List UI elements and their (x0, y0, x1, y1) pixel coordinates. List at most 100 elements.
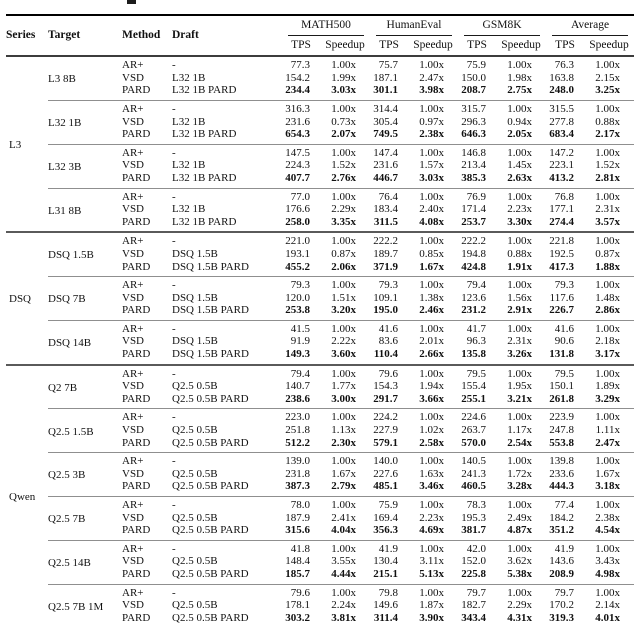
cell-tps: 381.7 (461, 524, 486, 537)
cell-speedup: 3.03x (419, 171, 444, 184)
cell-tps: 187.1 (373, 71, 398, 84)
cell-draft: - (172, 143, 282, 160)
cell-method: AR+ (122, 231, 172, 248)
cell-speedup: 3.00x (331, 392, 356, 405)
cell-speedup: 3.18x (595, 480, 621, 493)
cell-method: PARD (122, 84, 151, 97)
cell-speedup: 1.00x (331, 59, 356, 72)
cell-speedup: 4.98x (595, 567, 621, 580)
cmidrule (552, 33, 629, 36)
cell-speedup: 1.00x (584, 452, 635, 468)
cell-draft: Q2.5 0.5B (172, 467, 218, 480)
cell-draft: - (172, 99, 282, 116)
cell-method: VSD (122, 159, 145, 172)
cell-method: AR+ (122, 495, 172, 512)
cell-tps: 148.4 (285, 555, 310, 568)
cell-tps: 143.6 (549, 555, 575, 568)
metric-group-label: MATH500 (301, 19, 351, 31)
cell-tps: 149.6 (373, 599, 398, 612)
metric-group-label: Average (570, 19, 610, 31)
cell-tps: 75.9 (370, 495, 408, 512)
column-header-method: Method (122, 15, 172, 58)
cell-tps: 195.0 (373, 304, 398, 317)
cell-tps: 154.2 (285, 71, 310, 84)
cell-speedup: 2.66x (419, 348, 444, 361)
table-row: VSD Q2.5 0.5B 178.1 2.24x 149.6 1.87x 182.7 2.2… (6, 599, 634, 612)
cell-speedup: 1.00x (408, 276, 458, 292)
cell-speedup: 1.94x (419, 380, 444, 393)
cell-tps: 224.6 (458, 408, 496, 425)
cell-tps: 79.5 (546, 363, 585, 381)
table-row: DSQ 7B AR+ -79.3 1.00x 79.3 1.00x 79.4 1.00x 79.… (6, 276, 635, 321)
cell-speedup: 2.91x (507, 304, 533, 317)
cell-method: VSD (122, 511, 145, 524)
cell-method: AR+ (122, 143, 172, 160)
cell-speedup: 2.29x (507, 599, 533, 612)
cell-speedup: 1.00x (408, 99, 458, 116)
cell-tps: 319.3 (549, 611, 575, 624)
cell-tps: 343.4 (461, 611, 486, 624)
cell-speedup: 3.35x (331, 215, 356, 228)
cell-speedup: 1.67x (595, 467, 621, 480)
cell-tps: 150.0 (461, 71, 486, 84)
cell-tps: 182.7 (461, 599, 486, 612)
cell-method: VSD (122, 291, 145, 304)
cell-tps: 147.4 (370, 143, 408, 160)
cell-speedup: 4.01x (595, 611, 621, 624)
cell-method: VSD (122, 599, 145, 612)
cell-tps: 222.2 (370, 231, 408, 248)
cell-tps: 371.9 (373, 260, 398, 273)
cell-speedup: 0.87x (331, 247, 356, 260)
cell-speedup: 1.57x (419, 159, 444, 172)
cell-tps: 221.8 (546, 231, 585, 248)
cell-speedup: 3.11x (419, 555, 444, 568)
subheader-tps: TPS (282, 35, 320, 58)
table-row: VSD Q2.5 0.5B 251.8 1.13x 227.9 1.02x 263.7 1.1… (6, 424, 634, 437)
cell-tps: 178.1 (285, 599, 310, 612)
cell-speedup: 2.30x (331, 436, 356, 449)
cell-tps: 301.1 (373, 84, 398, 97)
cell-speedup: 1.67x (331, 467, 356, 480)
cell-tps: 311.5 (373, 215, 398, 228)
cell-tps: 315.6 (285, 524, 310, 537)
cell-method: PARD (122, 171, 151, 184)
cell-speedup: 2.06x (331, 260, 356, 273)
cell-speedup: 2.58x (419, 436, 444, 449)
cell-tps: 315.5 (546, 99, 585, 116)
table-row: VSD Q2.5 0.5B 231.8 1.67x 227.6 1.63x 241.3 1.7… (6, 468, 634, 481)
cell-speedup: 2.31x (507, 335, 533, 348)
cell-speedup: 3.28x (507, 480, 533, 493)
cell-target: Q2.5 14B (48, 539, 122, 585)
cell-draft: Q2.5 0.5B PARD (172, 392, 249, 405)
cell-tps: 253.8 (285, 304, 310, 317)
subheader-tps: TPS (546, 35, 585, 58)
cell-method: VSD (122, 467, 145, 480)
cell-speedup: 1.00x (320, 99, 370, 116)
cell-speedup: 1.89x (595, 380, 621, 393)
cell-draft: - (172, 495, 282, 512)
cell-tps: 109.1 (373, 291, 398, 304)
cell-speedup: 1.00x (584, 319, 635, 336)
cell-speedup: 2.31x (595, 203, 621, 216)
cell-speedup: 5.13x (419, 567, 444, 580)
cell-tps: 225.8 (461, 567, 486, 580)
cell-tps: 226.7 (549, 304, 575, 317)
cell-tps: 223.0 (282, 408, 320, 425)
table-row: L32 1B AR+ -316.3 1.00x 314.4 1.00x 315.7 1.00x… (6, 99, 635, 145)
subheader-speedup: Speedup (408, 35, 458, 58)
cell-draft: L32 1B (172, 115, 206, 128)
cell-tps: 183.4 (373, 203, 398, 216)
cell-speedup: 2.23x (507, 203, 533, 216)
cell-tps: 176.6 (285, 203, 310, 216)
cell-tps: 749.5 (373, 128, 398, 141)
cell-tps: 79.5 (458, 363, 496, 381)
cell-tps: 231.8 (285, 467, 310, 480)
table-row: VSD DSQ 1.5B 120.0 1.51x 109.1 1.38x 123.6 1.56… (6, 292, 634, 305)
cell-method: AR+ (122, 59, 144, 72)
cell-speedup: 3.81x (331, 611, 356, 624)
table-row: PARD L32 1B PARD 258.0 3.35x 311.5 4.08x 253.7… (6, 216, 634, 233)
cell-draft: Q2.5 0.5B (172, 599, 218, 612)
cell-speedup: 1.00x (584, 408, 635, 425)
cell-draft: Q2.5 0.5B (172, 380, 218, 393)
cell-method: AR+ (122, 363, 172, 381)
